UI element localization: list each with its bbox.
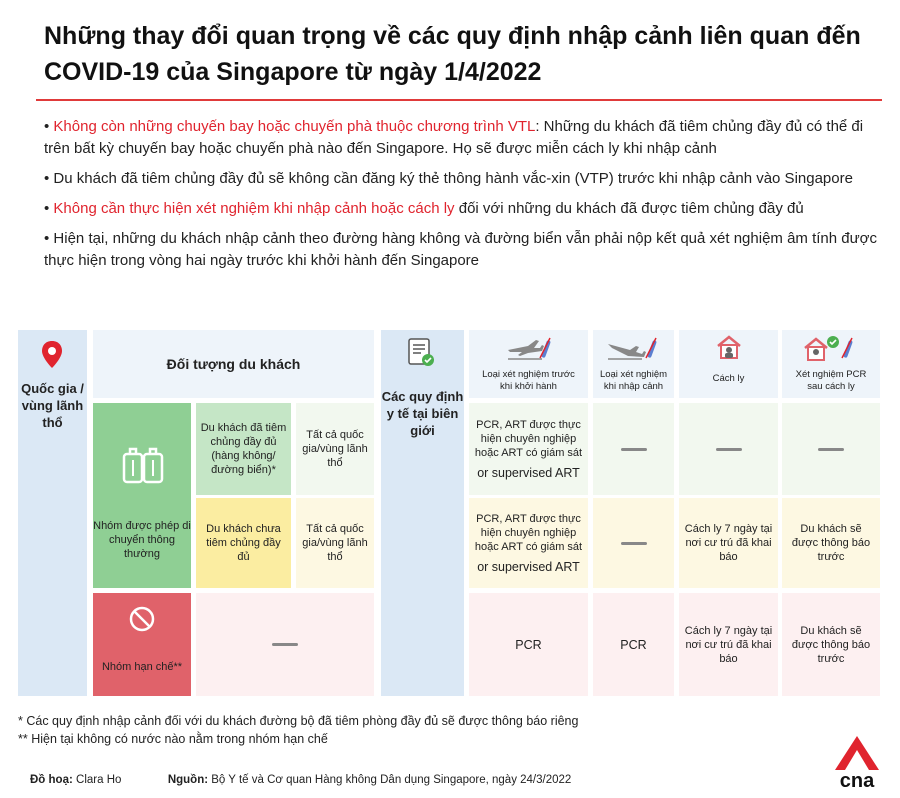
bullet-text: Hiện tại, những du khách nhập cảnh theo …: [44, 230, 877, 269]
svg-text:cna: cna: [840, 770, 875, 790]
cna-logo: cna: [835, 736, 879, 790]
bullet-text: đối với những du khách đã được tiêm chủn…: [454, 200, 804, 217]
bullet-highlight: Không cần thực hiện xét nghiệm khi nhập …: [53, 200, 455, 217]
graphics-name: Clara Ho: [76, 774, 122, 786]
restricted-on-arrival-cell: PCR: [593, 593, 674, 696]
home-test-check-icon: [804, 336, 853, 361]
col-header-quarantine: Cách ly: [679, 330, 778, 398]
unvaccinated-countries-cell: Tất cả quốc gia/vùng lãnh thổ: [296, 498, 374, 588]
footnotes: * Các quy định nhập cảnh đối với du khác…: [18, 712, 578, 748]
restricted-quarantine-cell: Cách ly 7 ngày tại nơi cư trú đã khai bá…: [679, 593, 778, 696]
source-label: Nguồn:: [167, 774, 209, 786]
footnote: ** Hiện tại không có nước nào nằm trong …: [18, 732, 328, 746]
restricted-group-cell: Nhóm hạn chế**: [93, 593, 191, 696]
col-header-on-arrival: Loại xét nghiệm khi nhập cảnh: [593, 330, 674, 398]
vaccinated-on-arrival-cell: [593, 403, 674, 495]
dash-icon: [620, 541, 647, 545]
dash-icon: [272, 643, 298, 646]
source-text: Bộ Y tế và Cơ quan Hàng không Dân dụng S…: [211, 774, 572, 786]
footnote: * Các quy định nhập cảnh đối với du khác…: [18, 714, 579, 728]
restricted-empty-cell: [196, 593, 374, 696]
key-changes-list: • Không còn những chuyến bay hoặc chuyến…: [44, 116, 884, 280]
unvaccinated-pcr-after-cell: Du khách sẽ được thông báo trước: [782, 498, 880, 588]
bullet-item: • Hiện tại, những du khách nhập cảnh the…: [44, 230, 877, 269]
vaccinated-quarantine-cell: [679, 403, 778, 495]
bullet-text: : Những du khách đã tiêm chủng đầy đủ có…: [44, 118, 864, 157]
country-header: Quốc gia / vùng lãnh thổ: [18, 330, 87, 696]
vaccinated-countries-cell: Tất cả quốc gia/vùng lãnh thổ: [296, 403, 374, 495]
title-divider: [36, 99, 882, 101]
unvaccinated-quarantine-cell: Cách ly 7 ngày tại nơi cư trú đã khai bá…: [679, 498, 778, 588]
vaccinated-cell: Du khách đã tiêm chủng đầy đủ (hàng khôn…: [196, 403, 291, 495]
unvaccinated-pre-departure-cell: PCR, ART được thực hiện chuyên nghiệp ho…: [469, 498, 588, 588]
dash-icon: [715, 447, 742, 451]
bullet-highlight: Không còn những chuyến bay hoặc chuyến p…: [53, 118, 536, 135]
bullet-item: • Không cần thực hiện xét nghiệm khi nhậ…: [44, 200, 804, 217]
plane-departure-test-icon: [508, 337, 551, 360]
rules-header: Các quy định y tế tại biên giới: [381, 330, 464, 696]
home-quarantine-icon: [717, 335, 741, 359]
unvaccinated-cell: Du khách chưa tiêm chủng đầy đủ: [196, 498, 291, 588]
bullet-item: • Không còn những chuyến bay hoặc chuyến…: [44, 118, 864, 157]
plane-arrival-test-icon: [608, 337, 657, 360]
unvaccinated-on-arrival-cell: [593, 498, 674, 588]
document-check-icon: [408, 338, 434, 366]
vaccinated-pre-departure-cell: PCR, ART được thực hiện chuyên nghiệp ho…: [469, 403, 588, 495]
restricted-pre-departure-cell: PCR: [469, 593, 588, 696]
credits: Đồ hoạ: Clara Ho Nguồn: Bộ Y tế và Cơ qu…: [30, 774, 571, 786]
col-header-pre-departure: Loại xét nghiệm trước khi khởi hành: [469, 330, 588, 398]
traveller-header: Đối tượng du khách: [93, 330, 374, 398]
dash-icon: [818, 447, 844, 451]
general-group-cell: Nhóm được phép di chuyển thông thường: [93, 403, 191, 588]
graphics-label: Đồ hoạ:: [30, 774, 73, 786]
page-title: Những thay đổi quan trọng về các quy địn…: [44, 22, 861, 86]
luggage-icon: [122, 447, 164, 484]
bullet-text: Du khách đã tiêm chủng đầy đủ sẽ không c…: [53, 170, 853, 187]
location-pin-icon: [42, 341, 62, 368]
dash-icon: [620, 447, 647, 451]
vaccinated-pcr-after-cell: [782, 403, 880, 495]
prohibited-icon: [129, 606, 155, 632]
bullet-item: • Du khách đã tiêm chủng đầy đủ sẽ không…: [44, 170, 853, 187]
restricted-pcr-after-cell: Du khách sẽ được thông báo trước: [782, 593, 880, 696]
